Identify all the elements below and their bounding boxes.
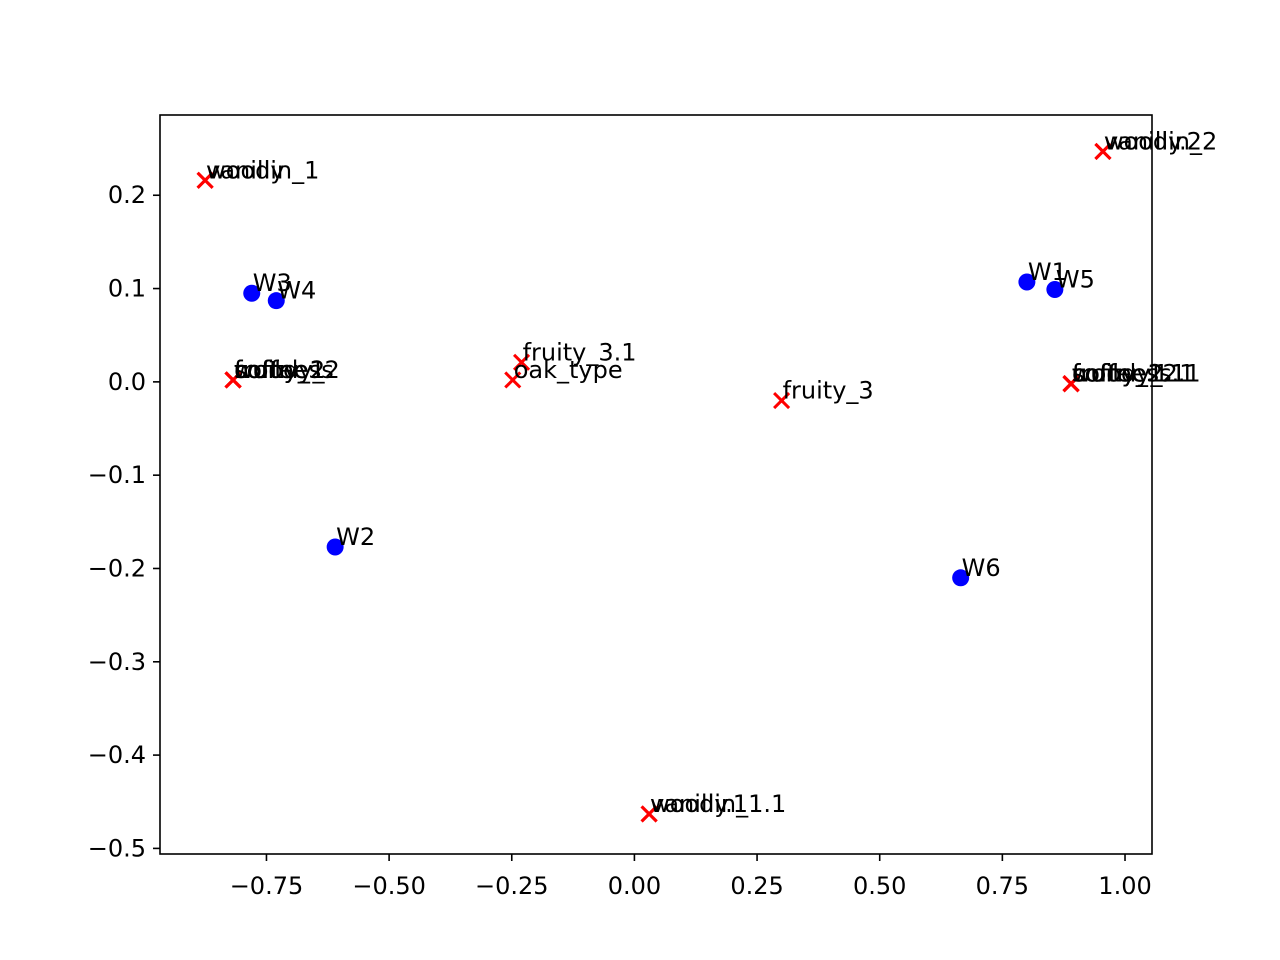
point-label: vanillin_2 [1104, 127, 1217, 155]
point-label: vanillin_1 [206, 156, 319, 184]
plot-area [160, 115, 1152, 854]
point-label: coffee [234, 356, 308, 384]
x-tick-label: 1.00 [1098, 872, 1151, 900]
x-tick-label: −0.25 [475, 872, 549, 900]
point-label: woody.2 [1104, 127, 1202, 155]
x-tick-label: −0.50 [352, 872, 426, 900]
y-tick-label: −0.1 [88, 461, 146, 489]
y-axis: 0.2 0.1 0.0 −0.1 −0.2 −0.3 −0.4 −0.5 [88, 181, 160, 862]
point-marker [513, 353, 531, 371]
point-label: W5 [1056, 265, 1095, 293]
point-marker [267, 292, 285, 310]
point-label: softness.1 [1072, 360, 1195, 388]
point-label: vanillin_1.1 [650, 790, 786, 818]
point-label: fruity_2.1 [1072, 360, 1186, 388]
point-label: fruity_2 [234, 356, 325, 384]
point-marker [1046, 280, 1064, 298]
point-label: fruity_3.1 [523, 338, 637, 366]
point-marker [243, 284, 261, 302]
point-marker [640, 805, 658, 823]
point-label: woody_2.1 [1072, 360, 1201, 388]
x-tick-label: 0.00 [608, 872, 661, 900]
point-marker [504, 371, 522, 389]
x-tick-label: −0.75 [230, 872, 304, 900]
x-axis: −0.75 −0.50 −0.25 0.00 0.25 0.50 0.75 1.00 [230, 854, 1152, 900]
x-tick-label: 0.25 [730, 872, 783, 900]
point-label: softness [234, 356, 334, 384]
y-tick-label: 0.1 [108, 275, 146, 303]
point-marker [1094, 142, 1112, 160]
x-tick-label: 0.75 [976, 872, 1029, 900]
plot-frame [159, 114, 1153, 855]
point-marker [224, 371, 242, 389]
point-marker [1018, 273, 1036, 291]
point-marker [952, 569, 970, 587]
y-tick-label: −0.5 [88, 834, 146, 862]
point-label: W4 [277, 277, 316, 305]
point-label: oak_type [514, 356, 623, 384]
point-label: fruity_1 [234, 356, 325, 384]
point-label: woody_2 [234, 356, 340, 384]
point-marker [773, 391, 791, 410]
point-label: W3 [253, 269, 292, 297]
y-tick-label: 0.2 [108, 181, 146, 209]
point-label: woody.1 [650, 790, 748, 818]
y-tick-label: −0.3 [88, 648, 146, 676]
point-label: fruity_1.1 [1072, 360, 1186, 388]
point-label: woody [206, 156, 284, 184]
y-tick-label: −0.4 [88, 741, 146, 769]
x-tick-label: 0.50 [853, 872, 906, 900]
point-marker [326, 538, 344, 556]
data-points [196, 142, 1112, 823]
point-marker [1062, 375, 1080, 393]
y-tick-label: −0.2 [88, 554, 146, 582]
point-marker [196, 171, 214, 189]
y-tick-label: 0.0 [108, 368, 146, 396]
point-label: W2 [336, 523, 375, 551]
point-label: fruity_3 [783, 377, 874, 405]
point-label: W6 [962, 554, 1001, 582]
point-label: W1 [1028, 258, 1067, 286]
